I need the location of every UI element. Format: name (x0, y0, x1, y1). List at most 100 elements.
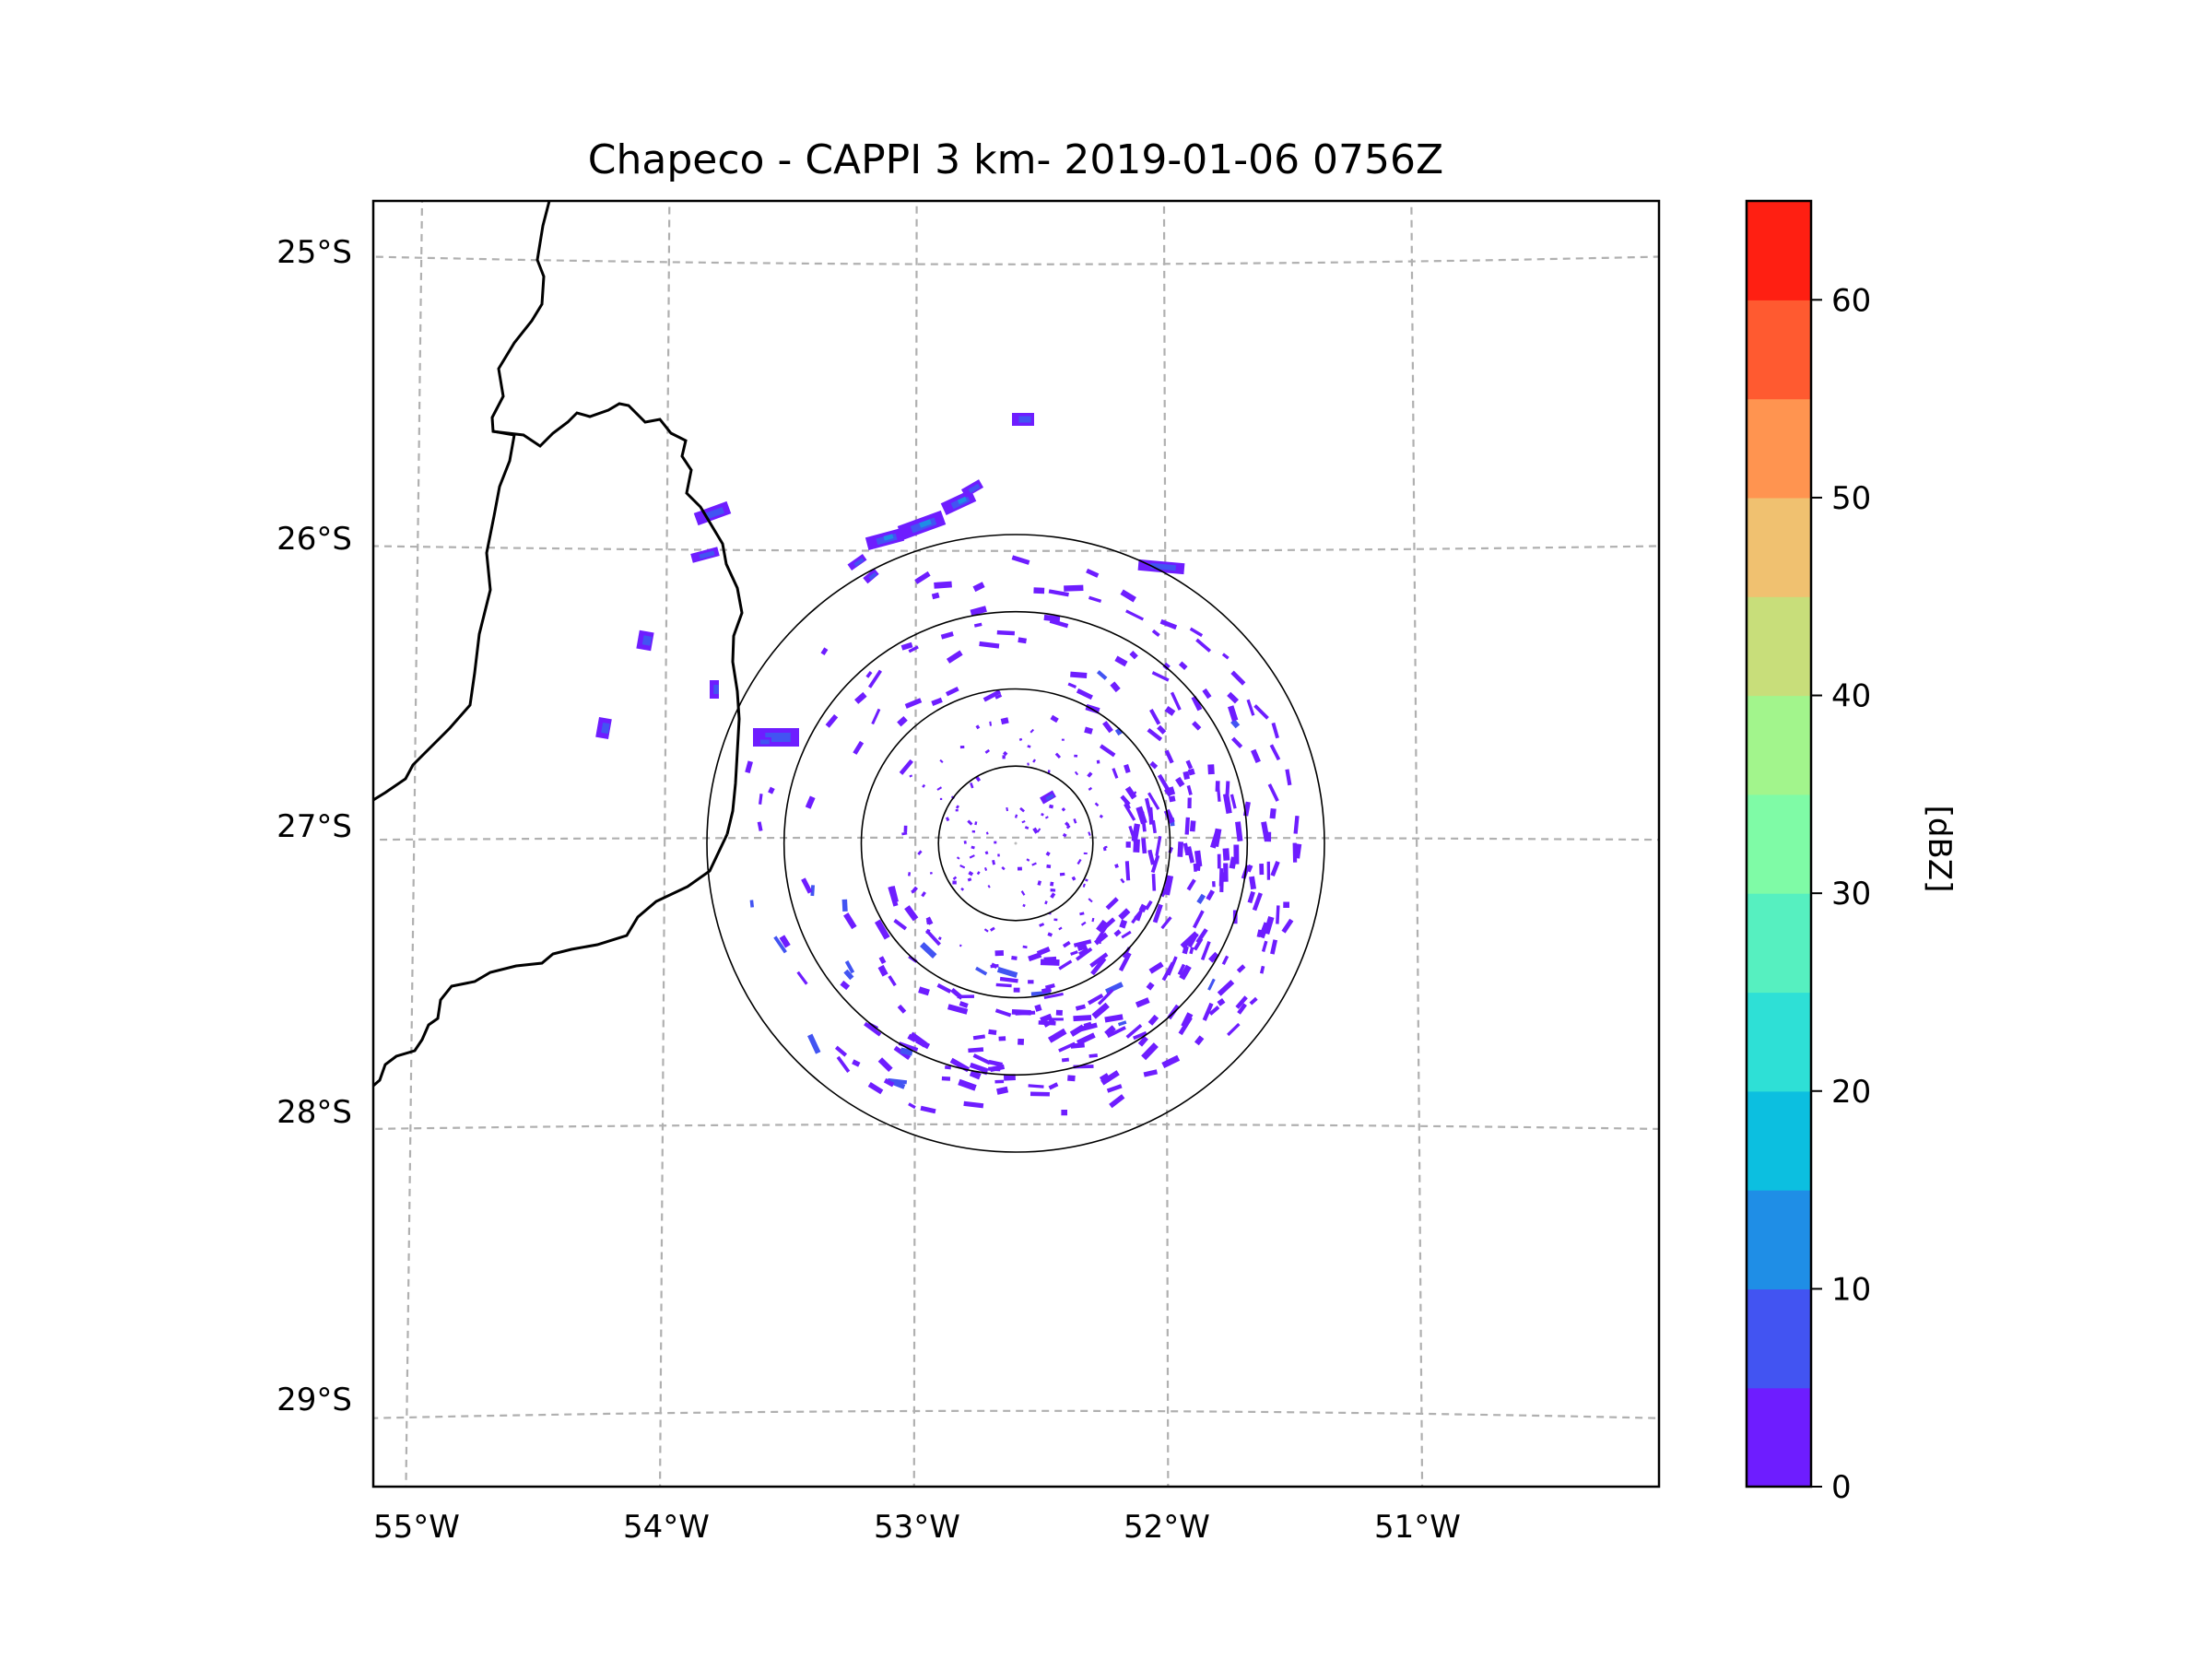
echo-pixel (925, 928, 931, 935)
echo-pixel (1064, 584, 1084, 592)
echo-pixel (1189, 820, 1196, 832)
echo-pixel (1168, 846, 1174, 853)
echo-pixel (1192, 910, 1205, 929)
echo-pixel (1089, 952, 1109, 968)
echo-pixel (1191, 695, 1203, 712)
echo-pixel (1178, 1016, 1193, 1036)
echo-pixel (1044, 900, 1048, 905)
echo-pixel (903, 825, 908, 832)
echo-pixel (1079, 912, 1085, 916)
echo-pixel (1054, 752, 1062, 759)
echo-pixel (864, 1021, 882, 1037)
echo-pixel (805, 795, 816, 809)
echo-pixel (908, 645, 919, 653)
echo-pixel (1133, 1030, 1147, 1041)
echo-pixel (773, 935, 787, 954)
echo-pixel (1231, 736, 1243, 749)
echo-pixel (713, 685, 719, 694)
echo-pixel (1088, 898, 1093, 903)
echo-pixel (1003, 750, 1008, 757)
echo-pixel (1091, 1002, 1110, 1019)
echo-pixel (971, 830, 976, 833)
echo-pixel (1061, 738, 1065, 741)
colorbar-tick-label: 50 (1831, 480, 1871, 517)
echo-pixel (1292, 842, 1298, 863)
state-borders (373, 201, 744, 1088)
echo-pixel (1074, 754, 1078, 758)
echo-pixel (1071, 876, 1077, 881)
echo-pixel (1041, 986, 1053, 994)
colorbar-tick-label: 60 (1831, 282, 1871, 319)
colorbar-bin (1747, 992, 1811, 1092)
echo-pixel (1073, 818, 1077, 824)
echo-pixel (1129, 650, 1138, 660)
echo-pixel (970, 782, 974, 789)
echo-pixel (1212, 881, 1216, 888)
echo-pixel (971, 845, 975, 850)
echo-pixel (998, 1036, 1006, 1041)
echo-pixel (994, 950, 1005, 957)
echo-pixel (1208, 951, 1219, 963)
echo-pixel (1246, 699, 1255, 716)
echo-pixel (1267, 783, 1279, 802)
echo-pixel (758, 794, 763, 805)
echo-pixel (1265, 831, 1272, 842)
echo-pixel (888, 1077, 908, 1085)
echo-pixel (836, 1055, 851, 1073)
echo-pixel (992, 859, 996, 865)
echo-pixel (1159, 884, 1171, 898)
echo-pixel (972, 582, 985, 593)
echo-pixel (1141, 1042, 1159, 1061)
echo-pixel (982, 689, 1002, 702)
parallel-line (373, 1123, 1659, 1131)
echo-pixel (757, 821, 763, 831)
echo-pixel (867, 1082, 884, 1095)
echo-pixel (888, 975, 897, 987)
echo-pixel (1124, 785, 1137, 800)
echo-pixel (909, 1031, 927, 1048)
colorbar-tick-label: 10 (1831, 1271, 1871, 1308)
echo-pixel (1131, 908, 1144, 924)
radar-center (1014, 841, 1018, 845)
echo-pixel (1074, 771, 1079, 776)
chart-title: Chapeco - CAPPI 3 km- 2019-01-06 0756Z (588, 136, 1443, 183)
latitude-ticks: 25°S 26°S 27°S 28°S 29°S (276, 234, 352, 1418)
echo-pixel (1022, 945, 1028, 949)
colorbar-bin (1747, 1090, 1811, 1191)
echo-pixel (911, 889, 915, 894)
colorbar-bin (1747, 1387, 1811, 1488)
echo-pixel (1146, 982, 1155, 991)
meridian-line (1162, 201, 1170, 1487)
meridian-line (658, 201, 671, 1487)
echo-pixel (1039, 923, 1045, 927)
echo-pixel (1027, 745, 1031, 748)
echo-pixel (1117, 1020, 1127, 1027)
echo-pixel (1090, 957, 1107, 976)
echo-pixel (1186, 846, 1195, 864)
echo-pixel (1219, 872, 1224, 892)
colorbar-bin (1747, 794, 1811, 894)
colorbar-bin (1747, 1190, 1811, 1289)
colorbar-label: [dBZ] (1921, 806, 1958, 893)
echo-pixel (1195, 638, 1212, 653)
echo-pixel (1088, 786, 1093, 791)
echo-pixel (959, 746, 965, 749)
echo-pixel (745, 760, 753, 774)
echo-pixel (1124, 861, 1131, 881)
longitude-tick-label: 53°W (874, 1509, 960, 1546)
echo-pixel (946, 650, 963, 664)
echo-pixel (979, 641, 1000, 649)
echo-pixel (970, 606, 987, 617)
echo-pixel (868, 571, 877, 581)
echo-pixel (1246, 864, 1253, 873)
parallel-line (373, 1409, 1659, 1419)
echo-pixel (834, 1045, 848, 1057)
echo-pixel (1143, 1069, 1158, 1077)
echo-pixel (1222, 793, 1232, 814)
echo-pixel (1083, 852, 1088, 854)
echo-pixel (1216, 781, 1221, 802)
echo-pixel (1043, 1018, 1055, 1028)
echo-pixel (807, 1033, 821, 1054)
echo-pixel (907, 1033, 917, 1042)
echo-pixel (1095, 923, 1110, 942)
